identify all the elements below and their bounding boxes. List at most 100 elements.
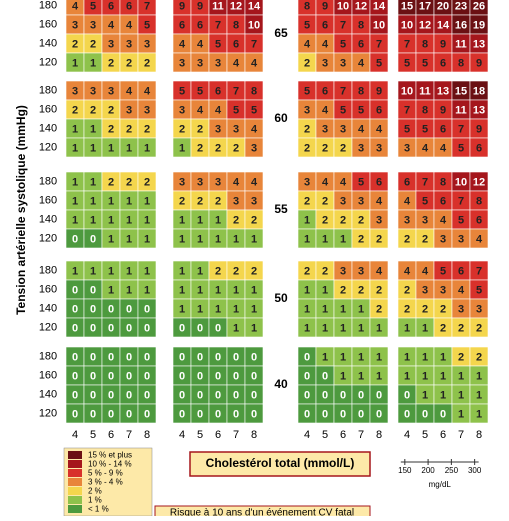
risk-value: 1 xyxy=(197,284,203,296)
risk-value: 4 xyxy=(144,85,151,97)
risk-value: 1 xyxy=(440,370,446,382)
risk-value: 6 xyxy=(476,142,482,154)
risk-value: 7 xyxy=(233,85,239,97)
risk-value: 5 xyxy=(215,38,221,50)
risk-value: 3 xyxy=(340,123,346,135)
risk-value: 0 xyxy=(179,322,185,334)
risk-value: 13 xyxy=(473,38,485,50)
risk-value: 19 xyxy=(473,19,485,31)
sbp-label: 140 xyxy=(39,37,57,49)
risk-value: 1 xyxy=(458,389,464,401)
risk-value: 3 xyxy=(179,104,185,116)
risk-value: 0 xyxy=(440,408,446,420)
risk-value: 1 xyxy=(304,284,310,296)
risk-value: 1 xyxy=(144,233,150,245)
risk-value: 4 xyxy=(376,123,383,135)
risk-value: 2 xyxy=(304,195,310,207)
risk-value: 0 xyxy=(144,322,150,334)
risk-value: 2 xyxy=(233,142,239,154)
risk-value: 7 xyxy=(404,38,410,50)
risk-value: 4 xyxy=(404,265,411,277)
legend-label: < 1 % xyxy=(88,505,109,514)
risk-value: 4 xyxy=(422,265,429,277)
risk-value: 3 xyxy=(422,284,428,296)
risk-value: 15 xyxy=(401,0,413,12)
risk-value: 4 xyxy=(322,104,329,116)
risk-value: 0 xyxy=(215,351,221,363)
sbp-label: 180 xyxy=(39,175,57,187)
risk-value: 6 xyxy=(440,195,446,207)
risk-value: 3 xyxy=(422,214,428,226)
age-label: 65 xyxy=(274,26,288,40)
legend-swatch xyxy=(68,496,82,504)
risk-value: 1 xyxy=(376,322,382,334)
risk-value: 8 xyxy=(440,176,446,188)
risk-value: 0 xyxy=(90,322,96,334)
risk-value: 3 xyxy=(251,195,257,207)
risk-value: 0 xyxy=(233,389,239,401)
risk-value: 7 xyxy=(376,38,382,50)
risk-value: 2 xyxy=(108,104,114,116)
risk-value: 1 xyxy=(404,351,410,363)
risk-value: 5 xyxy=(440,265,446,277)
risk-value: 8 xyxy=(233,19,239,31)
risk-cell xyxy=(469,403,489,424)
risk-value: 1 xyxy=(340,370,346,382)
risk-value: 2 xyxy=(215,265,221,277)
risk-value: 11 xyxy=(212,0,224,12)
sbp-label: 140 xyxy=(39,302,57,314)
risk-value: 0 xyxy=(340,408,346,420)
risk-value: 5 xyxy=(233,104,239,116)
risk-value: 1 xyxy=(358,322,364,334)
risk-cell xyxy=(369,228,389,249)
risk-value: 1 xyxy=(251,233,257,245)
risk-value: 5 xyxy=(179,85,185,97)
risk-value: 8 xyxy=(251,85,257,97)
risk-value: 4 xyxy=(440,214,447,226)
risk-value: 1 xyxy=(215,233,221,245)
risk-value: 2 xyxy=(322,142,328,154)
legend-swatch xyxy=(68,505,82,513)
risk-value: 1 xyxy=(90,176,96,188)
legend-label: 15 % et plus xyxy=(88,451,132,460)
legend-label: 3 % - 4 % xyxy=(88,478,123,487)
legend-swatch xyxy=(68,487,82,495)
risk-value: 4 xyxy=(376,265,383,277)
risk-value: 4 xyxy=(304,38,311,50)
x-tick-label: 7 xyxy=(126,429,132,441)
risk-value: 7 xyxy=(340,19,346,31)
risk-value: 0 xyxy=(144,408,150,420)
risk-value: 6 xyxy=(358,38,364,50)
risk-value: 4 xyxy=(251,57,258,69)
risk-value: 7 xyxy=(215,19,221,31)
risk-value: 5 xyxy=(422,123,428,135)
risk-value: 9 xyxy=(440,38,446,50)
risk-value: 5 xyxy=(404,123,410,135)
risk-value: 12 xyxy=(419,19,431,31)
risk-value: 2 xyxy=(233,265,239,277)
risk-value: 1 xyxy=(422,351,428,363)
risk-value: 1 xyxy=(233,303,239,315)
risk-value: 1 xyxy=(233,284,239,296)
risk-value: 1 xyxy=(179,265,185,277)
risk-value: 1 xyxy=(215,303,221,315)
risk-value: 3 xyxy=(322,57,328,69)
risk-value: 14 xyxy=(248,0,261,12)
risk-value: 0 xyxy=(404,389,410,401)
x-tick-label: 7 xyxy=(458,429,464,441)
risk-value: 0 xyxy=(215,389,221,401)
risk-value: 13 xyxy=(437,85,449,97)
risk-value: 1 xyxy=(322,284,328,296)
risk-value: 7 xyxy=(458,195,464,207)
sbp-label: 120 xyxy=(39,56,57,68)
risk-value: 1 xyxy=(476,408,482,420)
risk-value: 18 xyxy=(473,85,485,97)
risk-value: 0 xyxy=(233,370,239,382)
risk-value: 1 xyxy=(233,322,239,334)
x-tick-label: 8 xyxy=(376,429,382,441)
risk-value: 9 xyxy=(197,0,203,12)
risk-value: 1 xyxy=(108,142,114,154)
risk-value: 2 xyxy=(304,265,310,277)
risk-value: 4 xyxy=(215,104,222,116)
risk-value: 0 xyxy=(126,322,132,334)
